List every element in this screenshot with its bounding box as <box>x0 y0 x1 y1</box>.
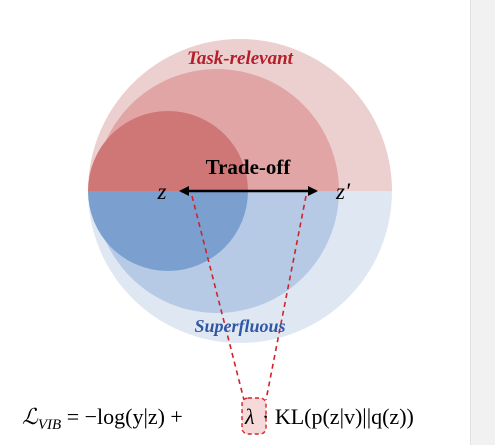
dashed-line-z <box>191 195 245 401</box>
formula-eq: = −log(y|z) + <box>61 404 188 429</box>
vib-formula: ℒVIB = −log(y|z) + λ · KL(p(z|v)||q(z)) <box>22 404 414 433</box>
formula-lhs-symbol: ℒ <box>22 404 39 429</box>
lambda-highlight-box <box>241 397 267 435</box>
z-label: z <box>157 179 167 204</box>
inner-circle <box>88 111 248 271</box>
inner-circle-bottom <box>88 191 248 271</box>
right-margin-strip <box>470 0 495 445</box>
formula-lhs-subscript: VIB <box>38 417 61 433</box>
z-prime-label: z′ <box>335 179 351 204</box>
dashed-line-z-prime <box>265 195 307 401</box>
trade-off-label: Trade-off <box>206 155 292 179</box>
inner-circle-top <box>88 111 248 191</box>
formula-rest: · KL(p(z|v)||q(z)) <box>262 404 414 429</box>
formula-lambda: λ <box>244 404 255 429</box>
task-relevant-label: Task-relevant <box>187 48 294 69</box>
superfluous-label: Superfluous <box>194 316 285 336</box>
dashed-connectors <box>191 195 307 435</box>
